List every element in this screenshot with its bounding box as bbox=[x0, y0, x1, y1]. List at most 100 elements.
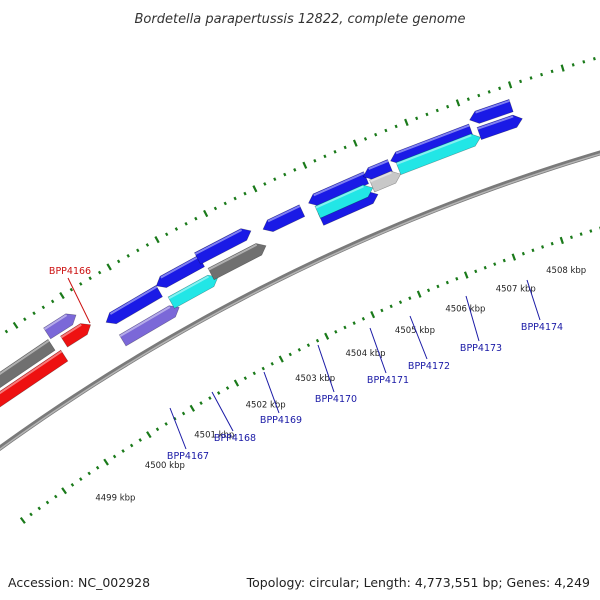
outer-tick-ring-tick bbox=[293, 168, 297, 172]
gene-blue-4 bbox=[262, 204, 306, 232]
inner-tick-ring-tick bbox=[164, 422, 168, 426]
inner-tick-ring-tick bbox=[225, 386, 230, 390]
outer-tick-ring-tick bbox=[507, 81, 513, 89]
gene-name-label: BPP4166 bbox=[49, 266, 91, 277]
kbp-label: 4502 kbp bbox=[246, 401, 286, 411]
inner-tick-ring-tick bbox=[380, 308, 384, 313]
gene-name-label: BPP4172 bbox=[408, 361, 450, 372]
inner-tick-ring-tick bbox=[61, 487, 67, 495]
outer-tick-ring-tick bbox=[283, 172, 287, 177]
outer-tick-ring-tick bbox=[136, 248, 140, 253]
inner-tick-ring-tick bbox=[315, 338, 320, 343]
gene-purple-2-shine bbox=[119, 306, 171, 338]
outer-tick-ring-tick bbox=[223, 201, 227, 206]
gene-leader-line bbox=[263, 371, 280, 414]
gene-name-label: BPP4171 bbox=[367, 375, 409, 386]
outer-tick-ring-tick bbox=[50, 299, 55, 304]
outer-tick-ring-tick bbox=[592, 57, 596, 61]
inner-tick-ring-tick bbox=[217, 391, 221, 395]
outer-tick-ring-tick bbox=[243, 191, 247, 196]
gene-blue-8 bbox=[469, 99, 514, 124]
inner-tick-ring-tick bbox=[324, 332, 330, 340]
gene-blue-3 bbox=[194, 228, 252, 265]
gene-leader-line bbox=[169, 407, 187, 450]
gene-name-label: BPP4167 bbox=[167, 451, 209, 462]
topology-text: Topology: circular; Length: 4,773,551 bp… bbox=[246, 575, 590, 590]
inner-tick-ring-tick bbox=[408, 296, 412, 300]
inner-tick-ring-tick bbox=[398, 300, 403, 305]
kbp-label: 4505 kbp bbox=[395, 326, 435, 336]
gene-cyan-3 bbox=[395, 133, 481, 175]
backbone-highlight bbox=[0, 153, 600, 451]
inner-tick-ring-tick bbox=[445, 280, 449, 285]
outer-tick-ring-tick bbox=[203, 209, 209, 218]
inner-tick-ring-tick bbox=[416, 290, 422, 298]
outer-tick-ring-tick bbox=[213, 206, 218, 211]
map-title: Bordetella parapertussis 12822, complete… bbox=[135, 12, 466, 27]
outer-tick-ring-tick bbox=[126, 254, 130, 258]
inner-tick-ring-tick bbox=[54, 494, 58, 499]
gene-leader-line bbox=[317, 344, 335, 393]
outer-tick-ring-tick bbox=[374, 132, 378, 137]
outer-tick-ring-tick bbox=[116, 259, 121, 264]
outer-tick-ring-tick bbox=[252, 185, 258, 193]
inner-tick-ring-tick bbox=[243, 376, 248, 381]
inner-tick-ring-tick bbox=[550, 241, 554, 246]
gene-lightgray-1-shine bbox=[369, 171, 392, 183]
outer-tick-ring-tick bbox=[154, 236, 160, 244]
inner-tick-ring-tick bbox=[521, 251, 525, 256]
outer-tick-ring-tick bbox=[404, 118, 409, 127]
gene-name-label: BPP4169 bbox=[260, 415, 302, 426]
outer-tick-ring-tick bbox=[560, 64, 565, 72]
genome-track: 4499 kbp 4500 kbp 4501 kbp 4502 kbp 4503 kbp… bbox=[0, 57, 600, 524]
gene-cyan-1 bbox=[167, 274, 219, 309]
inner-tick-ring-tick bbox=[208, 396, 212, 400]
outer-tick-ring-tick bbox=[59, 291, 65, 300]
gene-leader-line bbox=[526, 279, 541, 321]
gene-red-1-shine bbox=[0, 350, 63, 395]
inner-tick-ring-tick bbox=[199, 401, 203, 406]
gene-blue-3-shine bbox=[194, 229, 243, 256]
inner-tick-ring-tick bbox=[70, 483, 75, 487]
outer-tick-ring-tick bbox=[12, 321, 19, 329]
outer-tick-ring-tick bbox=[529, 76, 533, 80]
gene-cyan-3-shine bbox=[396, 134, 472, 165]
inner-tick-ring-tick bbox=[288, 352, 292, 357]
gene-blue-1 bbox=[105, 285, 163, 325]
gene-cyan-2 bbox=[314, 184, 374, 219]
inner-tick-ring-tick bbox=[502, 258, 506, 263]
gene-blue-8-shine bbox=[475, 99, 510, 114]
inner-tick-ring-tick bbox=[483, 265, 487, 270]
gene-gray-2-shine bbox=[208, 243, 258, 271]
gene-blue-10 bbox=[476, 114, 523, 141]
inner-tick-ring-tick bbox=[436, 284, 440, 289]
gene-blue-5 bbox=[308, 171, 370, 207]
inner-tick-ring-tick bbox=[541, 245, 545, 249]
gene-purple-1-shine bbox=[43, 314, 68, 331]
inner-tick-ring-tick bbox=[146, 431, 152, 439]
gene-leader-line bbox=[465, 295, 480, 342]
gene-cyan-2-shine bbox=[315, 185, 364, 209]
outer-tick-ring-tick bbox=[352, 139, 358, 147]
outer-tick-ring-tick bbox=[498, 86, 502, 91]
kbp-label: 4503 kbp bbox=[295, 374, 335, 384]
inner-tick-ring-tick bbox=[138, 438, 142, 442]
inner-tick-ring-tick bbox=[474, 269, 478, 274]
kbp-label: 4508 kbp bbox=[546, 266, 586, 276]
inner-tick-ring-tick bbox=[261, 366, 265, 371]
inner-tick-ring-tick bbox=[129, 443, 134, 448]
inner-tick-ring-tick bbox=[361, 317, 366, 321]
gene-blue-7-shine bbox=[395, 124, 470, 155]
outer-tick-ring-tick bbox=[233, 196, 237, 201]
inner-tick-ring-tick bbox=[121, 449, 125, 453]
outer-tick-ring-tick bbox=[540, 72, 544, 77]
outer-tick-ring-tick bbox=[32, 311, 36, 316]
outer-tick-ring-tick bbox=[323, 154, 327, 159]
gene-name-label: BPP4168 bbox=[214, 433, 256, 444]
outer-tick-ring-tick bbox=[446, 104, 450, 109]
outer-tick-ring-tick bbox=[106, 263, 112, 271]
accession-text: Accession: NC_002928 bbox=[8, 575, 150, 590]
inner-tick-ring-tick bbox=[278, 355, 284, 363]
outer-tick-ring-tick bbox=[477, 93, 481, 98]
gene-red-2-shine bbox=[60, 323, 82, 339]
